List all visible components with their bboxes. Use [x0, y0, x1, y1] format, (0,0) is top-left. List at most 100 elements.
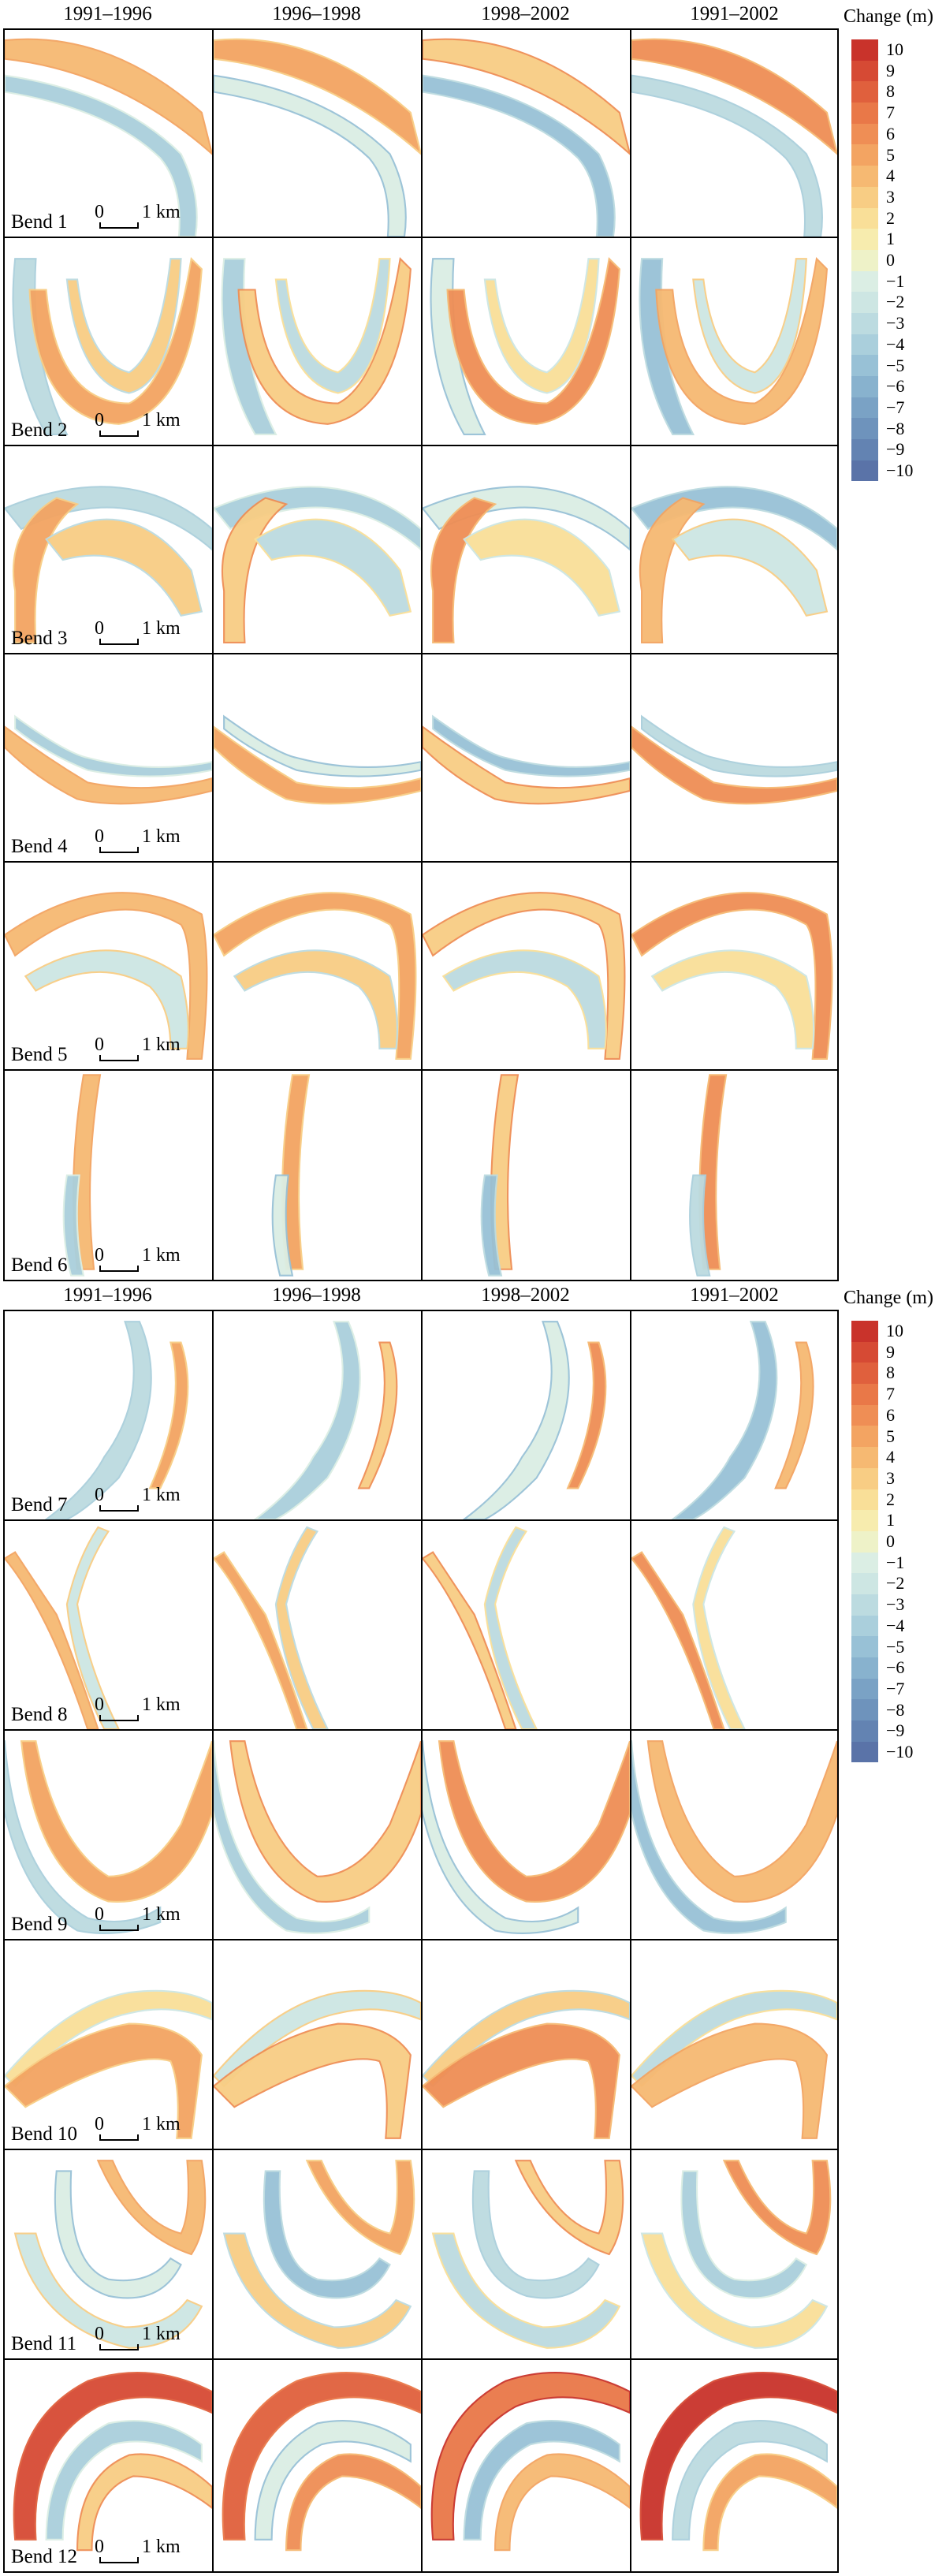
- bed-change-map: [222, 2372, 421, 2552]
- map-cell-period-2: [214, 863, 423, 1069]
- bed-change-map: [214, 1740, 421, 1934]
- map-cell-period-3: [423, 1940, 631, 2149]
- bed-change-map: [5, 714, 212, 805]
- legend-tick-label: −5: [886, 1636, 905, 1657]
- legend-tick-label: −8: [886, 1699, 905, 1720]
- legend-swatch: [851, 229, 878, 250]
- channel-patch: [14, 714, 212, 777]
- legend-tick-label: 0: [886, 1531, 895, 1551]
- bend-row-11: Bend 11 0 1 km: [5, 2150, 837, 2360]
- channel-patch: [24, 949, 189, 1049]
- map-cell-period-4: [631, 1521, 837, 1729]
- map-cell-period-4: [631, 863, 837, 1069]
- channel-patch: [655, 257, 829, 425]
- channel-patch: [423, 2022, 620, 2139]
- bed-change-map: [222, 2160, 415, 2349]
- map-cell-period-1: Bend 2 0 1 km: [5, 238, 214, 445]
- map-cell-period-3: [423, 1311, 631, 1519]
- map-cell-period-2: [214, 446, 423, 653]
- scale-bar-zero: 0: [95, 2114, 104, 2134]
- channel-patch: [698, 1074, 728, 1270]
- scale-bar-line: [99, 847, 139, 853]
- channel-patch: [237, 257, 412, 425]
- map-grid: Bend 7 0 1 km Bend 8 0 1 km Bend 9 0 1 km Bend…: [3, 1310, 839, 2573]
- map-cell-period-3: [423, 1071, 631, 1280]
- channel-patch: [671, 518, 829, 617]
- map-cell-period-4: [631, 1071, 837, 1280]
- legend-tick-label: 8: [886, 1363, 895, 1383]
- channel-patch: [305, 2160, 415, 2256]
- legend-swatch: [851, 249, 878, 271]
- channel-patch: [5, 2022, 203, 2139]
- channel-patch: [214, 2022, 412, 2139]
- legend-title: Change (m): [844, 6, 933, 27]
- bed-change-map: [640, 2160, 832, 2349]
- channel-patch: [281, 1074, 311, 1270]
- channel-patch: [44, 1321, 152, 1519]
- scale-bar-zero: 0: [95, 2324, 104, 2344]
- map-grid: Bend 1 0 1 km Bend 2 0 1 km Bend 3 0 1 km Bend…: [3, 28, 839, 1281]
- bed-change-map: [423, 1526, 538, 1729]
- legend-tick-label: −10: [886, 1742, 914, 1761]
- legend-swatch: [851, 1363, 878, 1385]
- map-cell-period-1: Bend 12 0 1 km: [5, 2360, 214, 2571]
- legend-tick-label: −5: [886, 355, 905, 375]
- map-cell-period-3: [423, 1731, 631, 1939]
- legend-tick-label: −9: [886, 1720, 905, 1741]
- bend-label: Bend 4: [11, 836, 68, 857]
- map-cell-period-4: [631, 1731, 837, 1939]
- map-cell-period-2: [214, 1940, 423, 2149]
- scale-bar-zero: 0: [95, 1694, 104, 1715]
- bed-change-map: [214, 486, 421, 643]
- channel-patch: [214, 892, 417, 1060]
- bed-change-map: [214, 1989, 421, 2139]
- map-cell-period-1: Bend 1 0 1 km: [5, 30, 214, 237]
- channel-patch: [271, 1174, 294, 1277]
- channel-patch: [430, 2372, 630, 2541]
- channel-patch: [480, 1174, 503, 1277]
- legend-swatch: [851, 1321, 878, 1342]
- channel-patch: [689, 1174, 711, 1277]
- bend-row-6: Bend 6 0 1 km: [5, 1071, 837, 1280]
- channel-patch: [214, 1989, 421, 2088]
- channel-patch: [431, 2232, 621, 2349]
- legend-tick-label: 8: [886, 81, 895, 102]
- legend-swatch: [851, 1426, 878, 1448]
- legend-swatch: [851, 292, 878, 313]
- bed-change-map: [5, 892, 208, 1060]
- bed-change-map: [423, 486, 630, 643]
- channel-patch: [12, 497, 80, 643]
- map-cell-period-4: [631, 446, 837, 653]
- legend-swatch: [851, 270, 878, 293]
- bed-change-map: [423, 714, 630, 805]
- bed-change-map: [423, 1989, 630, 2139]
- legend-tick-label: 7: [886, 103, 895, 123]
- channel-patch: [254, 518, 412, 617]
- channel-patch: [5, 1551, 99, 1729]
- map-cell-period-1: Bend 8 0 1 km: [5, 1521, 214, 1729]
- legend-swatch: [851, 1552, 878, 1574]
- bed-change-map: [5, 486, 212, 643]
- channel-patch: [639, 2372, 837, 2541]
- channel-patch: [423, 74, 616, 237]
- channel-patch: [45, 2419, 203, 2541]
- column-header-period-4: 1991–2002: [690, 3, 779, 24]
- legend-tick-label: 1: [886, 1510, 895, 1530]
- bed-change-map: [5, 1526, 120, 1729]
- legend-tick-label: −9: [886, 439, 905, 460]
- legend-swatch: [851, 312, 878, 334]
- bed-change-map: [5, 1989, 212, 2139]
- map-cell-period-1: Bend 9 0 1 km: [5, 1731, 214, 1939]
- legend-swatch: [851, 1341, 878, 1363]
- legend-tick-label: 4: [886, 166, 895, 186]
- legend-tick-label: 5: [886, 144, 895, 165]
- bend-row-10: Bend 10 0 1 km: [5, 1940, 837, 2150]
- channel-patch: [631, 725, 837, 805]
- legend-tick-label: −2: [886, 292, 905, 312]
- bend-row-7: Bend 7 0 1 km: [5, 1311, 837, 1521]
- column-header-period-1: 1991–1996: [63, 1284, 152, 1306]
- channel-patch: [263, 2170, 391, 2299]
- channel-patch: [640, 2232, 829, 2349]
- map-cell-period-4: [631, 238, 837, 445]
- bend-row-1: Bend 1 0 1 km: [5, 30, 837, 238]
